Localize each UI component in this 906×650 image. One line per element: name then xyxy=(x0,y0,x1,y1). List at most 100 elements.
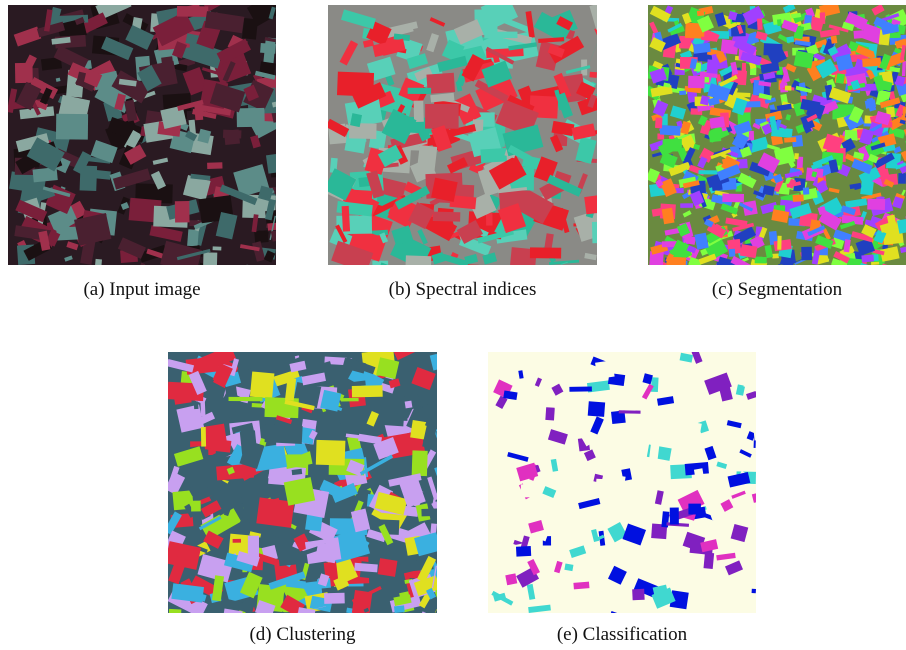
image-patch xyxy=(903,107,906,116)
image-patch xyxy=(412,450,428,476)
image-patch xyxy=(709,131,722,143)
image-patch xyxy=(688,504,701,515)
image-patch xyxy=(394,605,405,613)
image-patch xyxy=(414,100,424,121)
image-patch xyxy=(607,504,622,519)
image-patch xyxy=(589,72,597,78)
image-spectral xyxy=(328,5,597,265)
image-patch xyxy=(902,61,906,76)
image-patch xyxy=(264,397,298,418)
image-patch xyxy=(737,92,751,97)
image-patch xyxy=(316,440,346,466)
image-patch xyxy=(242,18,258,40)
image-patch xyxy=(516,546,531,557)
image-patch xyxy=(229,397,263,401)
image-segmentation xyxy=(648,5,906,265)
image-patch xyxy=(722,194,744,203)
image-patch xyxy=(201,427,206,447)
caption: (e) Classification xyxy=(488,624,756,646)
image-patch xyxy=(596,479,615,485)
image-patch xyxy=(240,430,257,454)
image-patch xyxy=(248,536,259,558)
image-patch xyxy=(237,108,265,127)
image-patch xyxy=(752,589,756,593)
image-patch xyxy=(632,589,644,600)
image-patch xyxy=(836,73,845,84)
image-patch xyxy=(772,254,779,259)
image-patch xyxy=(831,36,838,44)
image-patch xyxy=(709,116,725,128)
image-patch xyxy=(233,539,241,543)
image-patch xyxy=(794,153,799,159)
image-patch xyxy=(486,213,493,225)
image-patch xyxy=(861,254,874,262)
caption: (a) Input image xyxy=(8,279,276,301)
image-patch xyxy=(704,552,715,569)
image-patch xyxy=(867,199,885,210)
image-patch xyxy=(521,484,530,497)
image-patch xyxy=(651,377,659,392)
image-patch xyxy=(187,229,199,246)
image-patch xyxy=(530,247,561,258)
image-patch xyxy=(793,194,804,202)
image-patch xyxy=(844,130,858,141)
image-patch xyxy=(569,386,592,391)
image-patch xyxy=(354,563,378,573)
image-patch xyxy=(820,12,825,24)
image-patch xyxy=(177,6,208,17)
image-patch xyxy=(777,19,782,26)
image-patch xyxy=(417,145,437,171)
image-patch xyxy=(191,501,201,512)
image-patch xyxy=(315,543,338,564)
image-patch xyxy=(679,91,686,96)
image-patch xyxy=(573,582,589,590)
image-patch xyxy=(777,236,781,250)
image-patch xyxy=(670,508,679,525)
caption: (b) Spectral indices xyxy=(328,279,597,301)
image-patch xyxy=(425,104,459,129)
caption: (d) Clustering xyxy=(168,624,437,646)
image-patch xyxy=(680,203,693,208)
image-patch xyxy=(378,558,398,577)
image-patch xyxy=(755,257,767,264)
image-patch xyxy=(194,401,199,409)
image-patch xyxy=(706,59,718,73)
panel-d xyxy=(168,352,437,613)
image-patch xyxy=(564,563,573,571)
image-patch xyxy=(260,43,276,54)
image-clustering xyxy=(168,352,437,613)
image-patch xyxy=(595,360,615,379)
image-patch xyxy=(729,249,736,257)
image-patch xyxy=(660,125,681,136)
image-patch xyxy=(592,222,597,243)
image-patch xyxy=(175,201,190,222)
panel-b xyxy=(328,5,597,265)
image-patch xyxy=(169,609,181,613)
image-patch xyxy=(405,401,413,409)
image-patch xyxy=(203,252,217,265)
image-patch xyxy=(421,508,437,516)
image-patch xyxy=(265,424,303,444)
image-classification xyxy=(488,352,756,613)
image-patch xyxy=(655,117,663,128)
image-patch xyxy=(433,212,460,222)
image-patch xyxy=(408,88,431,94)
image-patch xyxy=(250,371,274,398)
image-patch xyxy=(480,148,507,163)
panel-e xyxy=(488,352,756,613)
image-patch xyxy=(784,137,796,142)
image-patch xyxy=(341,398,359,402)
image-input xyxy=(8,5,276,265)
image-patch xyxy=(898,173,906,184)
image-patch xyxy=(207,162,222,169)
image-patch xyxy=(785,86,791,91)
image-patch xyxy=(505,573,517,585)
image-patch xyxy=(688,76,705,88)
image-patch xyxy=(742,63,746,76)
image-patch xyxy=(862,57,881,67)
image-patch xyxy=(95,259,102,265)
image-patch xyxy=(744,379,752,388)
figure-page: (a) Input image (b) Spectral indices (c)… xyxy=(0,0,906,650)
image-patch xyxy=(545,407,554,420)
panel-c xyxy=(648,5,906,265)
